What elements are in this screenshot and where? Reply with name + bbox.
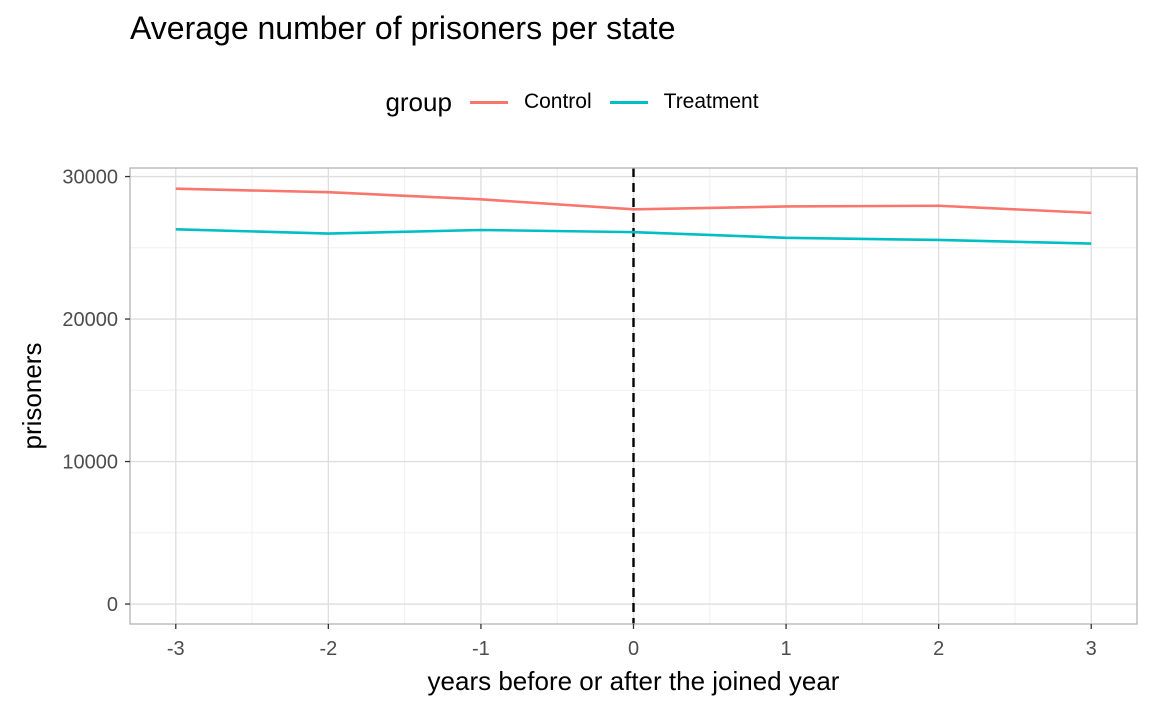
series-line-control: [175, 187, 1092, 215]
series-layer: [175, 187, 1092, 245]
legend-label-treatment: Treatment: [663, 90, 759, 113]
legend: group Control Treatment: [0, 84, 1152, 120]
legend-label-control: Control: [523, 90, 592, 113]
y-tick-label: 30000: [62, 167, 118, 189]
y-tick-label: 0: [107, 594, 118, 616]
y-axis-title: prisoners: [17, 343, 47, 450]
legend-item-treatment: Treatment: [609, 90, 759, 114]
legend-title: group: [385, 86, 452, 117]
legend-key-treatment: [609, 100, 648, 104]
y-tick-label: 20000: [62, 309, 118, 331]
series-line-treatment: [175, 227, 1092, 245]
x-tick-label: 1: [781, 638, 792, 660]
y-tick-label: 10000: [62, 452, 118, 474]
y-axis-ticks: 0 10000 20000 30000: [62, 167, 130, 616]
legend-key-control: [469, 100, 508, 104]
x-axis-ticks: -3 -2 -1 0 1 2 3: [167, 624, 1097, 660]
legend-item-control: Control: [469, 90, 592, 114]
x-tick-label: 3: [1086, 638, 1097, 660]
x-axis-title: years before or after the joined year: [428, 666, 840, 696]
x-tick-label: -1: [472, 638, 490, 660]
x-tick-label: -2: [319, 638, 337, 660]
x-tick-label: 2: [933, 638, 944, 660]
x-tick-label: 0: [628, 638, 639, 660]
x-tick-label: -3: [167, 638, 185, 660]
chart-title: Average number of prisoners per state: [130, 10, 676, 46]
